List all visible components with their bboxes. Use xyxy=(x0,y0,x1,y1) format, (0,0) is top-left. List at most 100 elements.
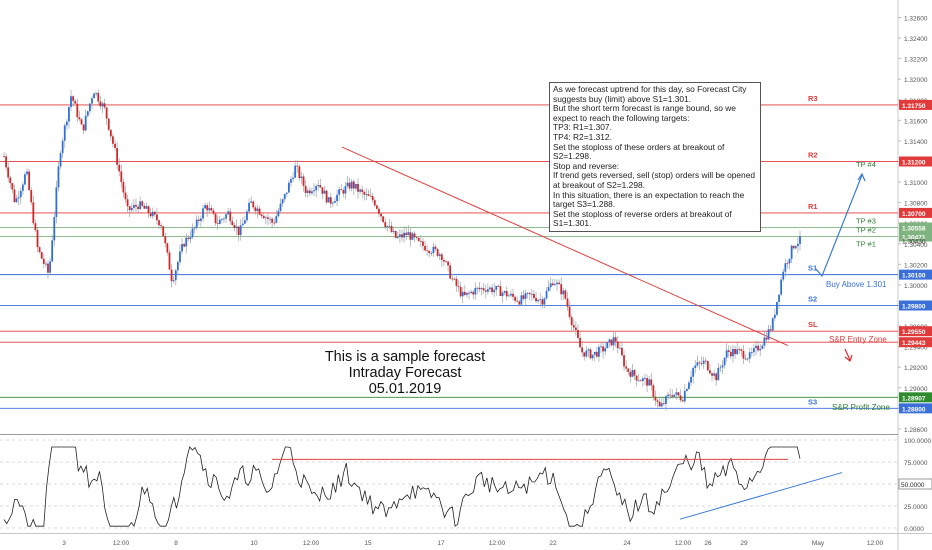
candle-body xyxy=(204,205,206,209)
candle-body xyxy=(17,197,20,199)
candle-body xyxy=(577,330,579,338)
price-tick-label: 1.30200 xyxy=(904,262,928,269)
candle-body xyxy=(470,291,473,294)
candle-body xyxy=(744,358,747,360)
candle-body xyxy=(432,246,435,254)
candle-body xyxy=(505,291,508,297)
candle-body xyxy=(229,211,232,222)
candle-body xyxy=(662,403,665,405)
candle-body xyxy=(93,93,95,99)
candle-body xyxy=(107,118,110,130)
candle-body xyxy=(696,362,699,366)
candle-body xyxy=(128,206,131,211)
candle-body xyxy=(459,286,462,297)
candle-body xyxy=(665,396,667,404)
candle-body xyxy=(126,199,129,207)
candle-body xyxy=(403,232,405,238)
level-tag xyxy=(899,207,932,218)
candle-body xyxy=(516,300,519,302)
candle-body xyxy=(388,225,391,227)
candle-body xyxy=(734,348,736,355)
candle-body xyxy=(558,282,561,285)
candle-body xyxy=(74,100,77,104)
candle-body xyxy=(40,252,43,259)
note-line: If trend gets reversed, sell (stop) orde… xyxy=(553,170,758,190)
candle-body xyxy=(755,345,757,349)
candle-body xyxy=(342,190,345,194)
profit-zone-label: S&R Profit Zone xyxy=(832,403,890,412)
candle-body xyxy=(644,378,646,379)
candle-body xyxy=(677,392,680,396)
candle-body xyxy=(365,194,368,195)
price-tick-label: 1.31000 xyxy=(904,180,928,187)
candle-body xyxy=(258,208,261,215)
candle-body xyxy=(466,292,468,295)
candle-body xyxy=(260,214,263,217)
candle-body xyxy=(116,148,119,165)
level-tag-label: 1.30700 xyxy=(902,211,926,218)
sell-arrowhead xyxy=(844,354,853,363)
candle-body xyxy=(68,106,70,122)
candle-body xyxy=(256,208,259,212)
candle-body xyxy=(49,261,51,273)
candle-body xyxy=(608,339,611,343)
candle-body xyxy=(149,213,152,217)
candle-body xyxy=(524,293,527,299)
level-label: TP #2 xyxy=(856,225,876,234)
candle-body xyxy=(401,234,403,238)
candle-body xyxy=(34,223,37,231)
candle-body xyxy=(417,237,420,241)
candle-body xyxy=(761,345,764,349)
candle-body xyxy=(315,186,318,191)
candle-body xyxy=(794,246,797,249)
candle-body xyxy=(118,164,121,172)
candle-body xyxy=(587,349,590,351)
entry-zone-label: S&R Entry Zone xyxy=(829,335,887,344)
candle-body xyxy=(153,211,156,215)
candle-body xyxy=(683,390,686,402)
oscillator-tick-label: 0.0000 xyxy=(904,526,924,533)
candle-body xyxy=(338,189,341,195)
time-tick-label: 12:00 xyxy=(303,540,320,547)
candle-body xyxy=(767,329,770,340)
level-tag xyxy=(899,403,932,414)
candle-body xyxy=(528,292,531,295)
candle-body xyxy=(139,201,142,210)
candle-body xyxy=(667,394,669,397)
candle-body xyxy=(91,98,93,104)
time-tick-label: 29 xyxy=(740,540,748,547)
forecast-title: This is a sample forecast Intraday Forec… xyxy=(300,349,510,397)
level-tag xyxy=(899,156,932,167)
candle-body xyxy=(721,365,724,368)
candle-body xyxy=(788,258,791,264)
candle-body xyxy=(235,226,238,229)
candle-body xyxy=(306,190,309,193)
candle-body xyxy=(736,349,739,355)
candle-body xyxy=(302,176,305,186)
candle-body xyxy=(543,298,546,305)
price-tick-label: 1.31600 xyxy=(904,118,928,125)
candle-body xyxy=(681,400,684,402)
candle-body xyxy=(267,217,269,219)
candle-body xyxy=(61,140,64,154)
candle-body xyxy=(551,283,554,286)
candle-body xyxy=(313,190,315,192)
candle-body xyxy=(623,355,625,367)
candle-body xyxy=(367,194,370,196)
candle-body xyxy=(453,278,456,280)
candle-body xyxy=(331,202,334,204)
candle-body xyxy=(130,207,133,211)
candle-body xyxy=(566,298,569,307)
note-line: TP4: R2=1.312. xyxy=(553,131,612,142)
candle-body xyxy=(269,218,271,220)
candle-body xyxy=(273,222,276,224)
candle-body xyxy=(520,295,523,305)
candle-body xyxy=(497,285,500,287)
candle-body xyxy=(19,190,22,198)
candle-body xyxy=(298,166,301,179)
candle-body xyxy=(627,368,630,372)
candle-body xyxy=(252,201,255,208)
candle-body xyxy=(386,226,389,228)
note-line: But the short term forecast is range bou… xyxy=(553,103,739,123)
candle-body xyxy=(361,189,364,192)
